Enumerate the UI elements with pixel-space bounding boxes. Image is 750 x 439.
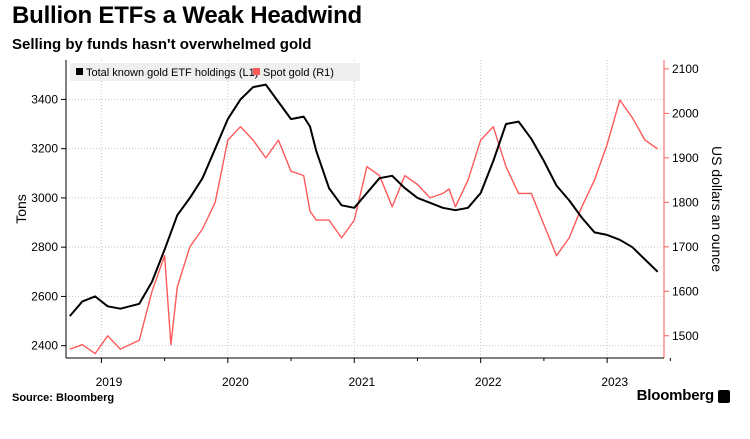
bloomberg-logo-icon — [718, 390, 730, 403]
x-tick-label: 2022 — [475, 375, 502, 389]
chart-axes: 2400 2600 2800 3000 3200 3400 1500 1600 1700 1800… — [13, 60, 725, 389]
left-tick-label: 3400 — [31, 92, 58, 106]
x-tick-label: 2020 — [222, 375, 249, 389]
right-tick-label: 2100 — [672, 62, 699, 76]
chart-series — [69, 83, 659, 355]
chart-legend: Total known gold ETF holdings (L1) Spot g… — [70, 63, 360, 81]
x-tick-label: 2019 — [96, 375, 123, 389]
left-tick-label: 2800 — [31, 240, 58, 254]
x-tick-label: 2023 — [601, 375, 628, 389]
chart-subtitle: Selling by funds hasn't overwhelmed gold — [12, 36, 312, 53]
legend-box — [70, 63, 360, 81]
x-tick-label: 2021 — [348, 375, 375, 389]
right-axis-title: US dollars an ounce — [709, 146, 725, 272]
legend-swatch — [253, 68, 260, 75]
right-tick-label: 1700 — [672, 240, 699, 254]
legend-label: Total known gold ETF holdings (L1) — [86, 67, 258, 79]
chart-title: Bullion ETFs a Weak Headwind — [12, 2, 363, 29]
right-tick-label: 1500 — [672, 329, 699, 343]
left-tick-label: 2400 — [31, 339, 58, 353]
right-tick-label: 1600 — [672, 284, 699, 298]
left-axis-title: Tons — [13, 194, 29, 224]
right-tick-label: 2000 — [672, 106, 699, 120]
series-line-spot-gold — [69, 99, 659, 355]
legend-swatch — [76, 68, 83, 75]
left-tick-label: 3000 — [31, 191, 58, 205]
right-tick-label: 1800 — [672, 195, 699, 209]
legend-label: Spot gold (R1) — [263, 67, 334, 79]
left-tick-label: 3200 — [31, 142, 58, 156]
left-tick-label: 2600 — [31, 289, 58, 303]
bloomberg-logo-text: Bloomberg — [636, 387, 715, 404]
source-note: Source: Bloomberg — [12, 392, 115, 404]
series-line-etf-holdings — [69, 83, 659, 317]
right-tick-label: 1900 — [672, 151, 699, 165]
